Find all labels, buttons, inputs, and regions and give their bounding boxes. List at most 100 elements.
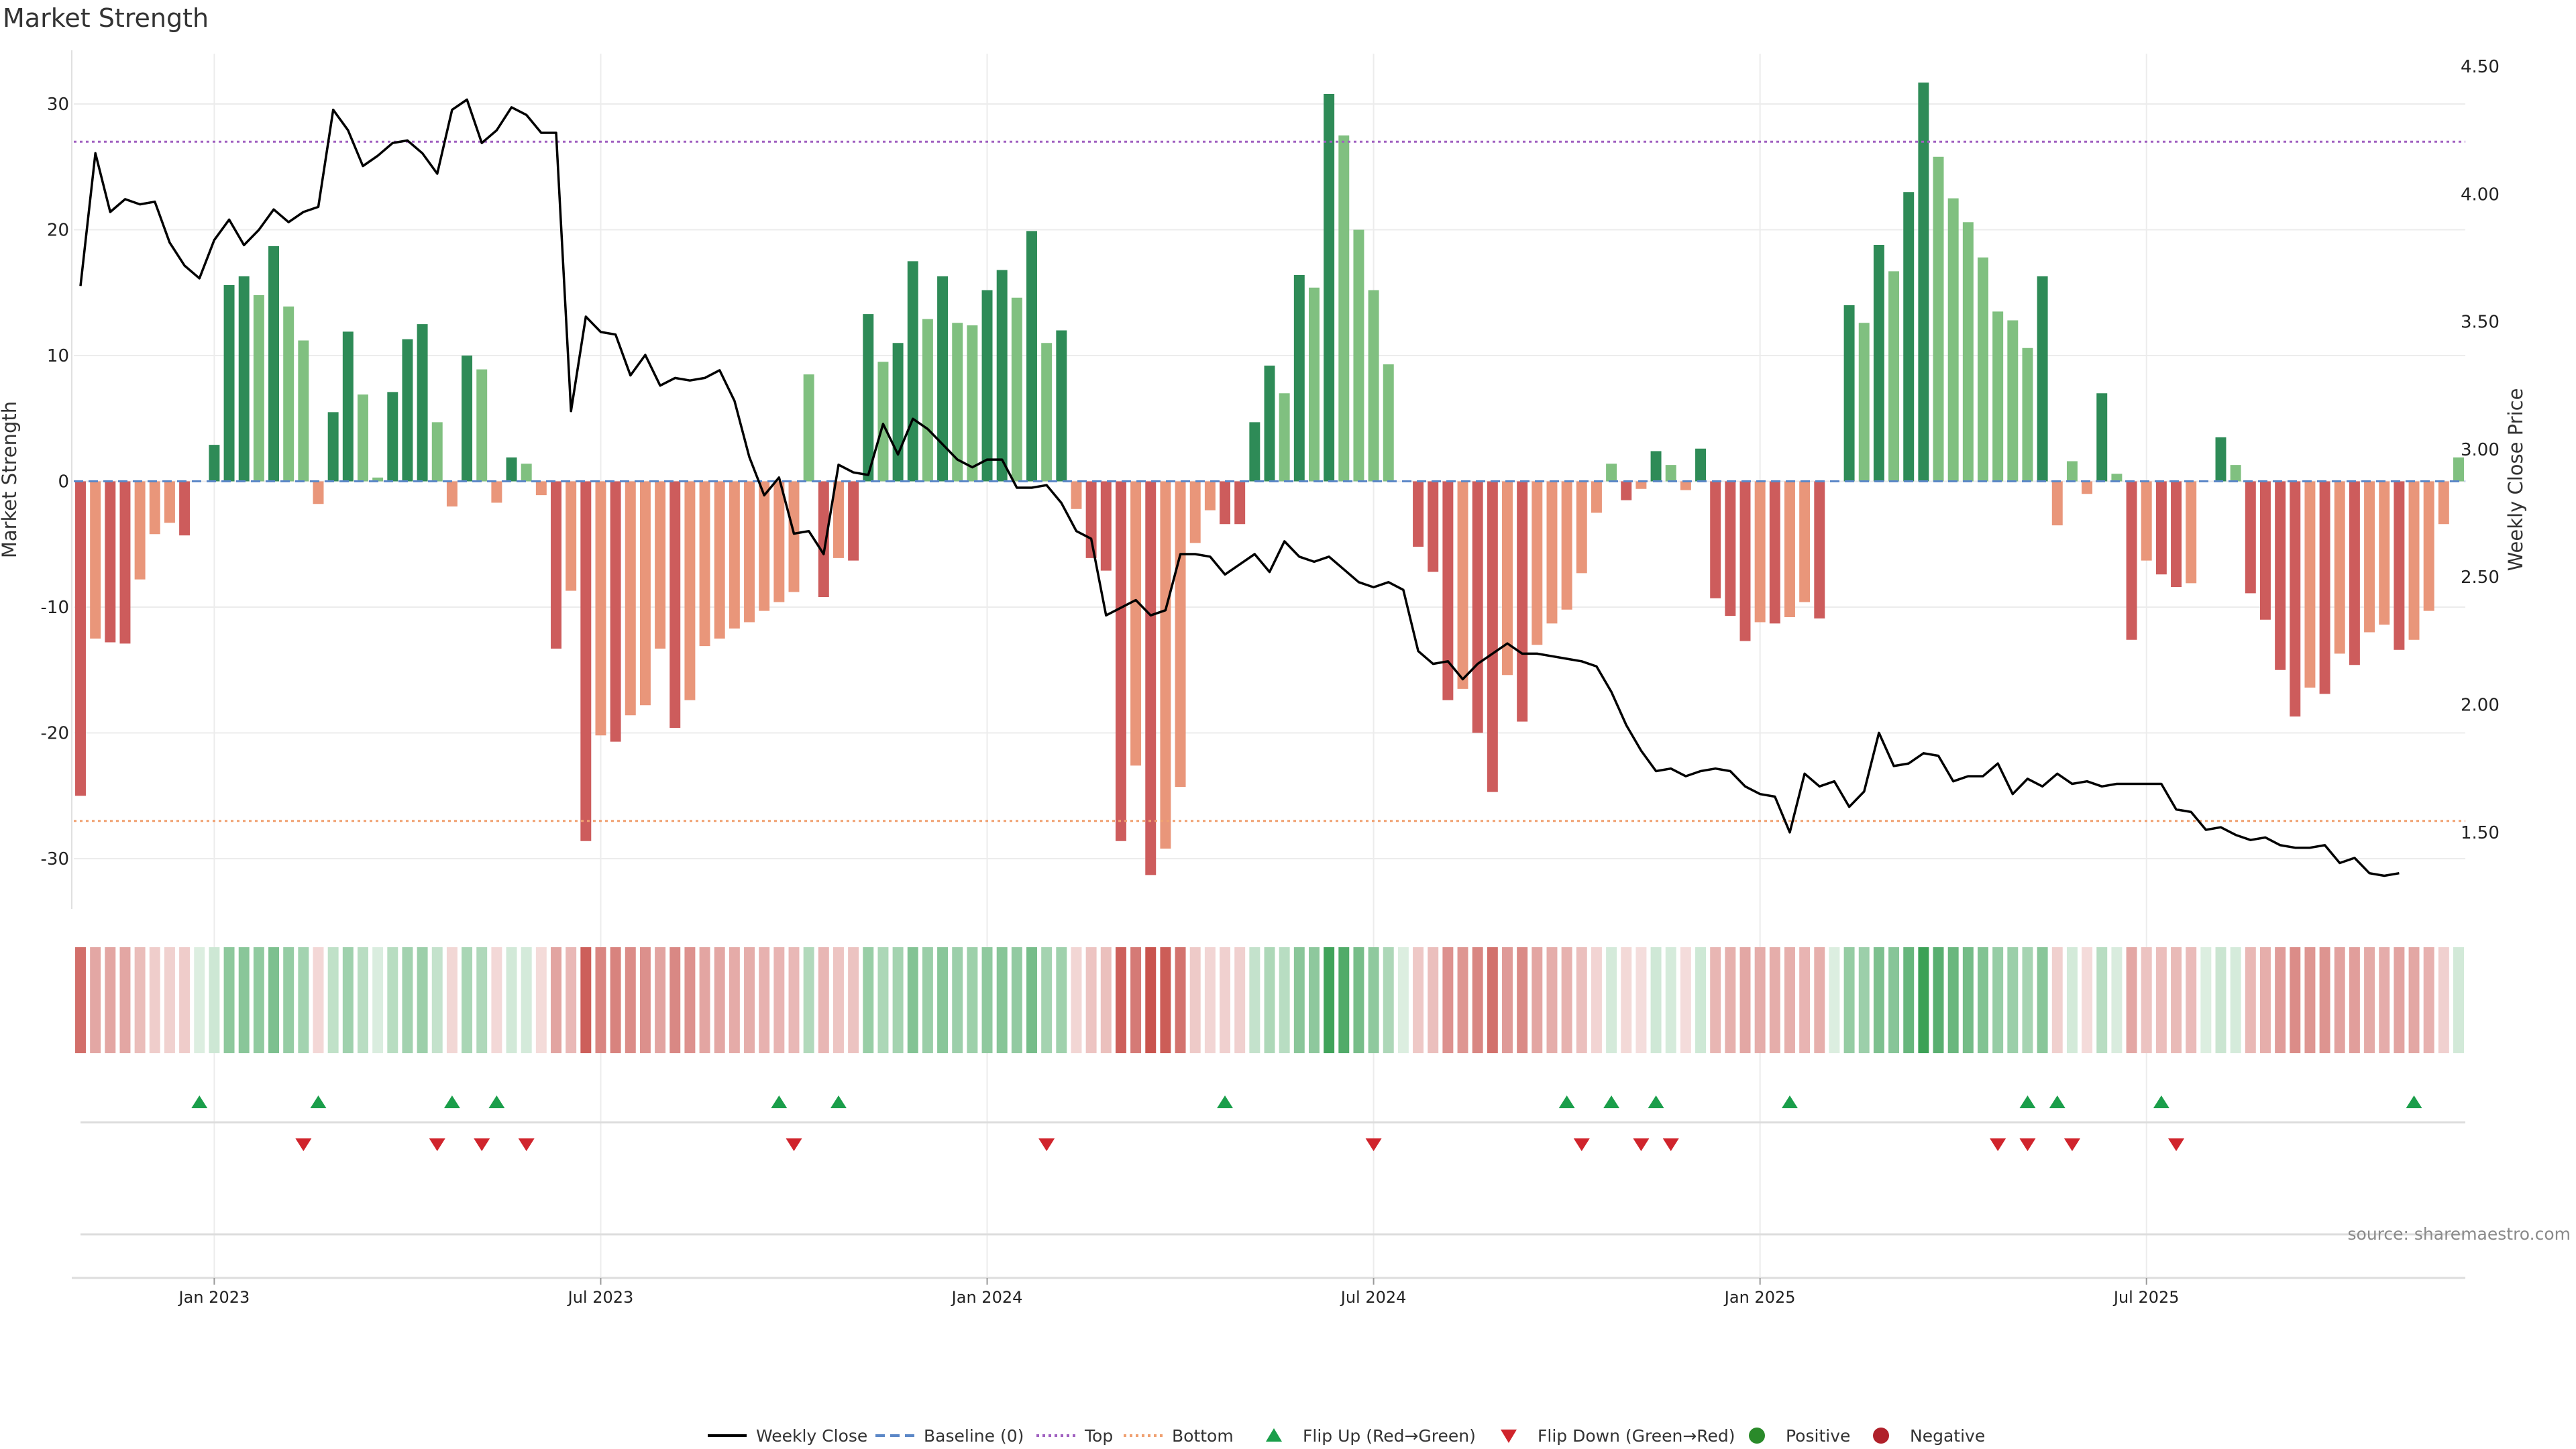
strength-bar <box>1962 222 1974 482</box>
strength-bar <box>2364 481 2375 633</box>
heatmap-cell <box>476 947 488 1053</box>
strength-bar <box>1324 94 1335 482</box>
heatmap-cell <box>2022 947 2033 1053</box>
strength-bar <box>238 276 250 482</box>
heatmap-cell <box>1561 947 1572 1053</box>
strength-bars <box>75 83 2464 875</box>
strength-bar <box>2171 481 2182 587</box>
strength-bar <box>1754 481 1766 623</box>
y2-tick-label: 2.00 <box>2461 696 2500 716</box>
strength-bar <box>1368 290 1379 482</box>
strength-bar <box>1189 481 1201 543</box>
x-tick-label: Jul 2023 <box>567 1288 634 1307</box>
strength-bar <box>1769 481 1780 624</box>
x-tick-label: Jan 2023 <box>178 1288 250 1307</box>
legend-item-bottom: Bottom <box>1124 1426 1234 1446</box>
strength-bar <box>2230 465 2241 482</box>
flip-down-marker <box>295 1138 312 1151</box>
heatmap-cell <box>1873 947 1884 1053</box>
heatmap-cell <box>1918 947 1929 1053</box>
heatmap-cell <box>669 947 681 1053</box>
strength-bar <box>937 276 949 482</box>
reference-lines <box>74 140 2465 822</box>
strength-bar <box>907 261 918 482</box>
y-axis-label: Market Strength <box>0 401 21 558</box>
heatmap-cell <box>2007 947 2019 1053</box>
strength-bar <box>818 481 829 597</box>
heatmap-cell <box>1933 947 1944 1053</box>
heatmap-cell <box>372 947 384 1053</box>
strength-bar <box>1888 271 1900 482</box>
strength-bar <box>2438 481 2449 525</box>
heatmap-cell <box>1353 947 1364 1053</box>
strength-bar <box>1517 481 1528 722</box>
heatmap-cell <box>1635 947 1647 1053</box>
heatmap-cell <box>566 947 577 1053</box>
strength-bar <box>788 481 800 592</box>
heatmap-cell <box>773 947 785 1053</box>
heatmap-cell <box>2275 947 2286 1053</box>
strength-bar <box>1947 198 1959 482</box>
heatmap-cell <box>2453 947 2464 1053</box>
strength-bar <box>1308 287 1320 482</box>
strength-bar <box>1799 481 1811 602</box>
strength-bar <box>2155 481 2167 575</box>
heatmap-cell <box>1397 947 1409 1053</box>
strength-bar <box>119 481 131 644</box>
strength-bar <box>1814 481 1825 619</box>
strength-bar <box>1576 481 1587 574</box>
heatmap-cell <box>759 947 770 1053</box>
y2-tick-label: 2.50 <box>2461 568 2500 588</box>
flip-up-marker <box>2049 1095 2065 1108</box>
strength-bar <box>2051 481 2063 526</box>
flip-down-marker <box>1662 1138 1679 1151</box>
heatmap-cell <box>1546 947 1558 1053</box>
right-y-axis: 4.50 4.00 3.50 3.00 2.50 2.00 1.50 <box>2461 57 2500 843</box>
strength-bar <box>877 362 889 482</box>
strength-bar <box>357 394 368 482</box>
heatmap-cell <box>1947 947 1959 1053</box>
strength-bar <box>1220 481 1231 525</box>
heatmap-cell <box>937 947 949 1053</box>
heatmap-cell <box>1665 947 1676 1053</box>
y2-tick-label: 4.00 <box>2461 184 2500 205</box>
flip-up-marker <box>2153 1095 2169 1108</box>
heatmap-cell <box>1650 947 1662 1053</box>
strength-bar <box>431 422 443 482</box>
legend-item-weekly: Weekly Close <box>708 1426 867 1446</box>
heatmap-cell <box>1160 947 1171 1053</box>
strength-heatmap-strip <box>75 947 2464 1053</box>
heatmap-cell <box>2290 947 2301 1053</box>
heatmap-cell <box>2200 947 2212 1053</box>
strength-bar <box>952 323 963 482</box>
heatmap-cell <box>2319 947 2330 1053</box>
y2-tick-label: 4.50 <box>2461 57 2500 77</box>
x-axis: Jan 2023 Jul 2023 Jan 2024 Jul 2024 Jan 2025… <box>178 1278 2180 1307</box>
heatmap-cell <box>610 947 621 1053</box>
heatmap-cell <box>1457 947 1468 1053</box>
strength-bar <box>1843 305 1855 482</box>
heatmap-cell <box>1843 947 1855 1053</box>
heatmap-cell <box>283 947 294 1053</box>
strength-bar <box>1279 393 1290 482</box>
heatmap-cell <box>2438 947 2449 1053</box>
heatmap-cell <box>2066 947 2078 1053</box>
heatmap-cell <box>551 947 561 1053</box>
strength-bar <box>2022 347 2033 482</box>
strength-bar <box>1532 481 1543 645</box>
strength-bar <box>1041 343 1053 482</box>
legend-label: Positive <box>1786 1426 1850 1446</box>
strength-bar <box>1725 481 1736 616</box>
y-tick-label: -20 <box>41 724 69 744</box>
heatmap-cell <box>179 947 191 1053</box>
heatmap-cell <box>1695 947 1707 1053</box>
flip-down-marker <box>786 1138 802 1151</box>
heatmap-cell <box>1799 947 1811 1053</box>
heatmap-cell <box>1413 947 1424 1053</box>
heatmap-cell <box>1591 947 1602 1053</box>
legend-item-baseline: Baseline (0) <box>875 1426 1024 1446</box>
strength-bar <box>2379 481 2390 625</box>
strength-bar <box>372 477 384 482</box>
heatmap-cell <box>1249 947 1260 1053</box>
strength-bar <box>2334 481 2345 654</box>
